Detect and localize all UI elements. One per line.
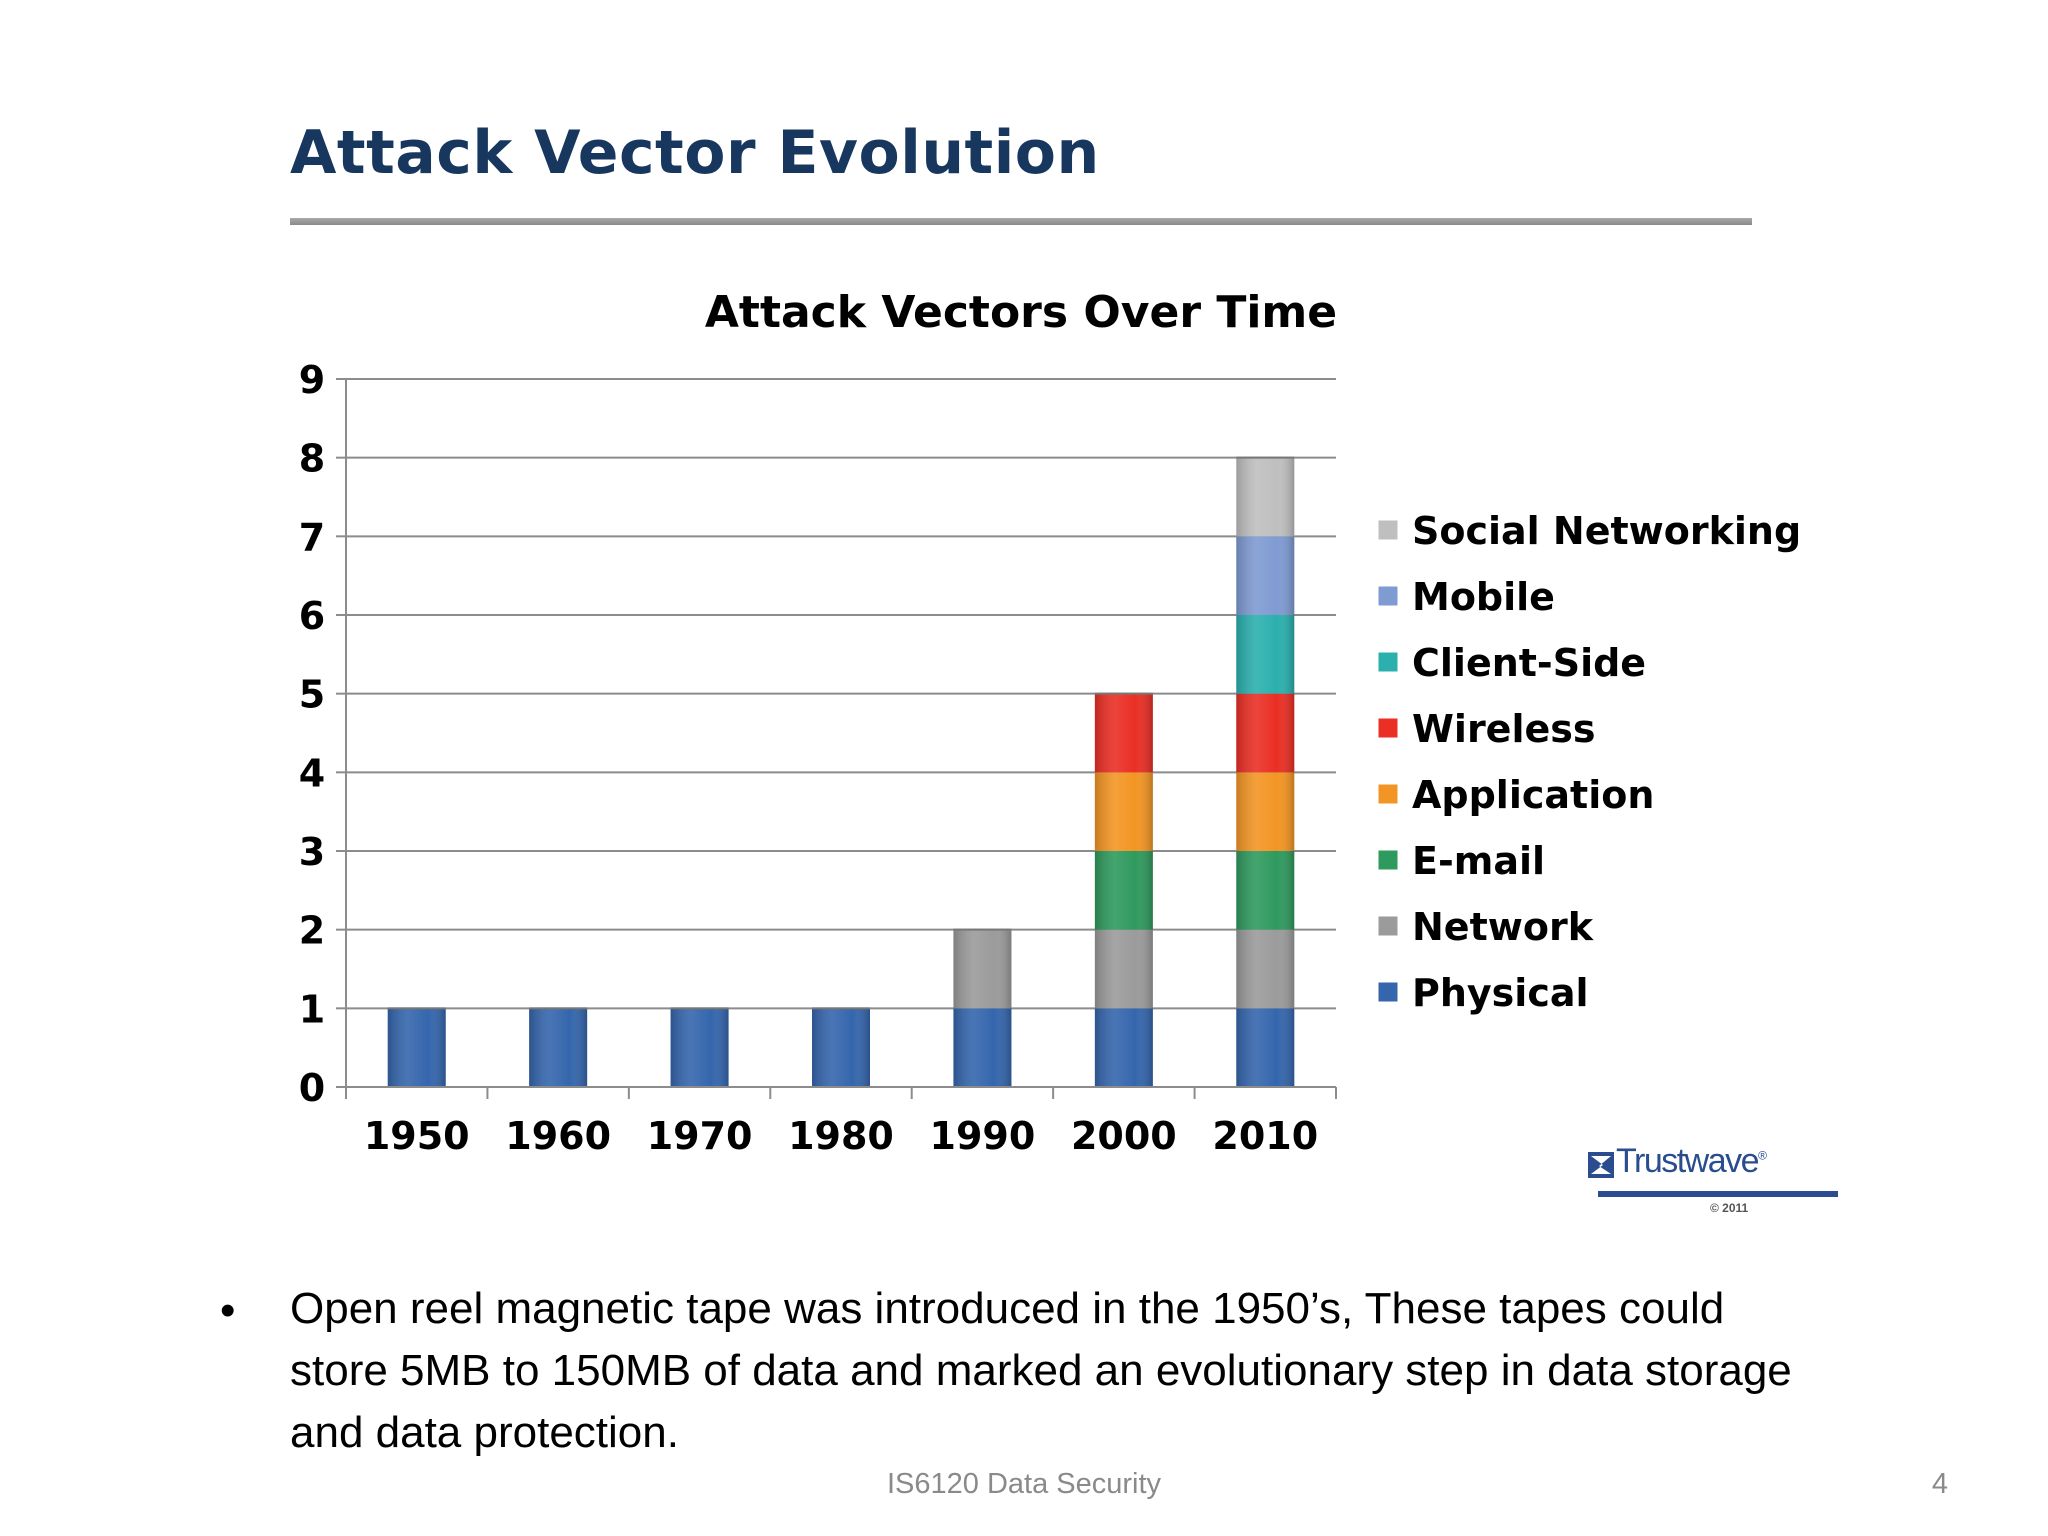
y-tick-label: 3	[299, 830, 325, 874]
legend-label-client-side: Client-Side	[1412, 641, 1646, 685]
legend-swatch-physical	[1377, 981, 1399, 1003]
y-tick-label: 7	[299, 515, 325, 559]
y-tick-label: 9	[299, 358, 325, 402]
y-tick-label: 2	[299, 909, 325, 953]
bar-2010-client-side	[1236, 615, 1295, 694]
bar-2010-network	[1236, 929, 1295, 1009]
legend-item-wireless: Wireless	[1377, 707, 1596, 751]
bullet-text: Open reel magnetic tape was introduced i…	[290, 1284, 1792, 1457]
legend-item-application: Application	[1377, 773, 1654, 817]
y-tick-label: 1	[299, 987, 325, 1031]
bar-2000-physical	[1094, 1008, 1153, 1087]
x-tick-label-1970: 1970	[647, 1114, 753, 1158]
bar-1960-physical	[529, 1008, 588, 1087]
x-tick-label-2000: 2000	[1071, 1114, 1177, 1158]
bullet-marker: •	[220, 1286, 236, 1335]
logo-name: Trustwave	[1616, 1142, 1760, 1180]
legend-label-network: Network	[1412, 905, 1594, 949]
trustwave-logo: Trustwave® © 2011	[1588, 1142, 1838, 1220]
y-tick-label: 8	[299, 437, 325, 481]
bar-1980-physical	[812, 1008, 870, 1087]
trustwave-mark-icon	[1588, 1152, 1614, 1178]
bar-1950-physical	[387, 1008, 446, 1087]
bar-2000-wireless	[1094, 693, 1153, 773]
y-tick-label: 0	[299, 1066, 325, 1110]
logo-wordmark: Trustwave®	[1616, 1142, 1767, 1181]
legend-swatch-network	[1377, 915, 1399, 937]
bar-2000-e-mail	[1094, 851, 1153, 930]
legend-label-social-networking: Social Networking	[1412, 509, 1801, 553]
logo-underline	[1598, 1191, 1838, 1197]
legend-item-mobile: Mobile	[1377, 575, 1555, 619]
bar-2010-e-mail	[1236, 851, 1295, 930]
legend-swatch-e-mail	[1377, 849, 1399, 871]
legend-label-e-mail: E-mail	[1412, 839, 1545, 883]
legend-label-physical: Physical	[1412, 971, 1589, 1015]
legend-label-wireless: Wireless	[1412, 707, 1596, 751]
footer-course: IS6120 Data Security	[886, 1468, 1162, 1500]
legend-item-network: Network	[1377, 905, 1594, 949]
chart-title: Attack Vectors Over Time	[705, 287, 1337, 338]
bar-2010-physical	[1236, 1008, 1295, 1087]
x-tick-label-1950: 1950	[364, 1114, 470, 1158]
legend-label-mobile: Mobile	[1412, 575, 1555, 619]
bar-1970-physical	[670, 1008, 729, 1087]
bar-2010-mobile	[1236, 536, 1295, 615]
legend-swatch-wireless	[1377, 717, 1399, 739]
y-tick-label: 4	[299, 751, 325, 795]
logo-copyright: © 2011	[1710, 1201, 1749, 1215]
bar-1990-network	[953, 929, 1012, 1009]
logo-trademark: ®	[1758, 1148, 1767, 1163]
bar-2010-social-networking	[1236, 457, 1295, 537]
y-tick-label: 5	[299, 673, 325, 717]
legend-swatch-social-networking	[1377, 519, 1399, 541]
slide-title: Attack Vector Evolution	[290, 118, 1100, 188]
legend-swatch-client-side	[1377, 651, 1399, 673]
legend-item-social-networking: Social Networking	[1377, 509, 1801, 553]
x-tick-label-2010: 2010	[1212, 1114, 1318, 1158]
x-tick-label-1980: 1980	[788, 1114, 894, 1158]
legend-item-client-side: Client-Side	[1377, 641, 1646, 685]
x-tick-label-1960: 1960	[505, 1114, 611, 1158]
bar-1990-physical	[953, 1008, 1012, 1087]
legend-item-physical: Physical	[1377, 971, 1589, 1015]
bar-2010-application	[1236, 772, 1295, 851]
bar-2000-network	[1094, 929, 1153, 1009]
title-divider	[290, 218, 1752, 225]
bar-2010-wireless	[1236, 693, 1295, 773]
y-tick-label: 6	[299, 594, 325, 638]
legend-swatch-mobile	[1377, 585, 1399, 607]
legend-item-e-mail: E-mail	[1377, 839, 1545, 883]
legend-swatch-application	[1377, 783, 1399, 805]
page-number: 4	[1931, 1468, 1948, 1500]
x-tick-label-1990: 1990	[930, 1114, 1036, 1158]
bar-2000-application	[1094, 772, 1153, 851]
legend-label-application: Application	[1412, 773, 1654, 817]
